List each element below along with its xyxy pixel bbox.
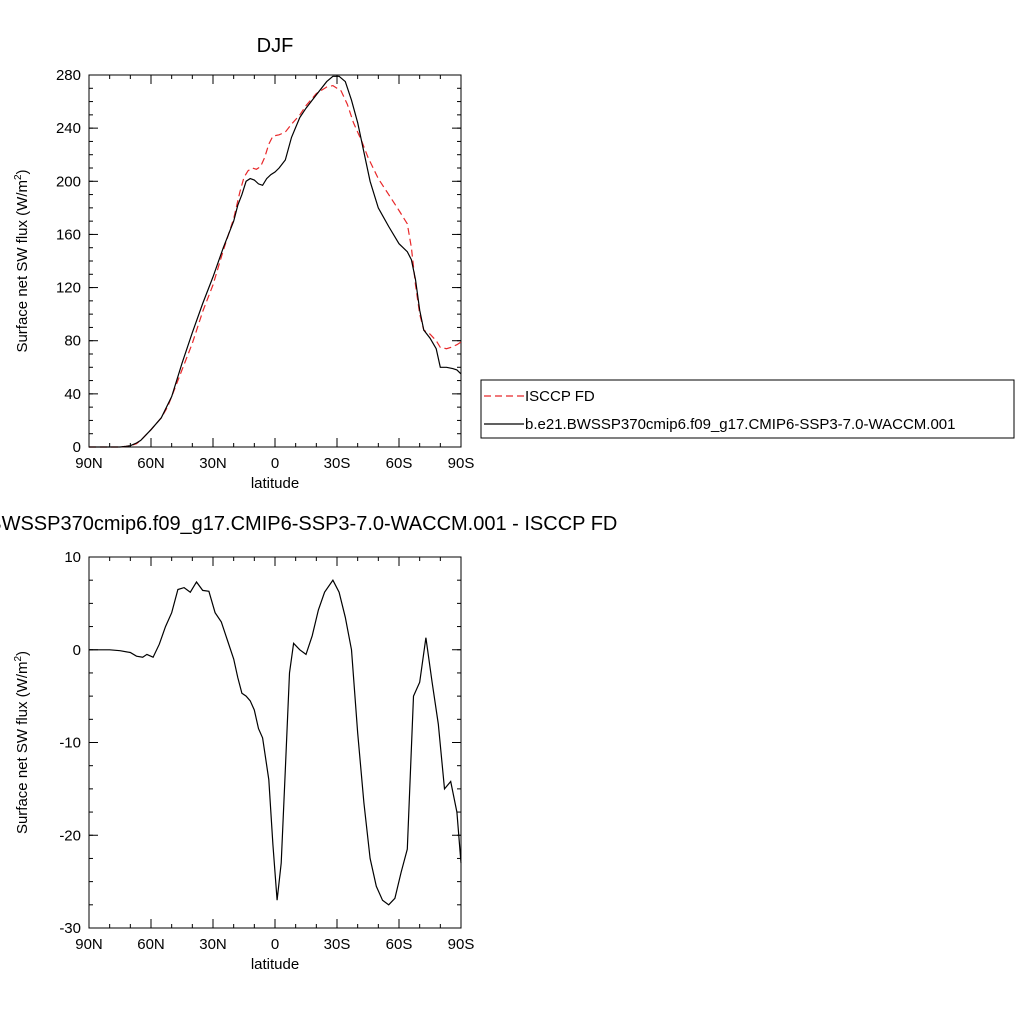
x-tick-label: 90S xyxy=(448,936,475,953)
y-tick-label: 10 xyxy=(64,549,81,566)
x-tick-label: 30N xyxy=(199,455,227,472)
plot-frame xyxy=(88,74,462,448)
y-tick-label: 120 xyxy=(56,280,81,297)
x-tick-label: 30S xyxy=(324,936,351,953)
x-tick-label: 90N xyxy=(75,936,103,953)
x-tick-label: 60S xyxy=(386,936,413,953)
x-tick-label: 60N xyxy=(137,936,165,953)
y-tick-label: 160 xyxy=(56,226,81,243)
y-tick-label: -30 xyxy=(59,920,81,937)
x-axis-label: latitude xyxy=(251,475,299,492)
x-tick-label: 0 xyxy=(271,936,279,953)
y-tick-label: 280 xyxy=(56,67,81,84)
y-tick-label: 200 xyxy=(56,173,81,190)
y-axis-label-end: ) xyxy=(14,169,31,174)
y-axis-label-sup: 2 xyxy=(13,174,24,180)
bottom-panel: b.e21.BWSSP370cmip6.f09_g17.CMIP6-SSP3-7… xyxy=(0,513,617,973)
legend-entry-1: b.e21.BWSSP370cmip6.f09_g17.CMIP6-SSP3-7… xyxy=(525,416,955,433)
x-tick-label: 30S xyxy=(324,455,351,472)
x-tick-label: 30N xyxy=(199,936,227,953)
x-tick-label: 0 xyxy=(271,455,279,472)
chart-title: DJF xyxy=(257,35,294,57)
y-axis-label: Surface net SW flux (W/m2) xyxy=(13,169,31,352)
y-axis-label-sup: 2 xyxy=(13,656,24,662)
chart-title: b.e21.BWSSP370cmip6.f09_g17.CMIP6-SSP3-7… xyxy=(0,513,617,535)
y-tick-label: 0 xyxy=(73,642,81,659)
series-line-0 xyxy=(89,579,462,906)
y-axis-label: Surface net SW flux (W/m2) xyxy=(13,651,31,834)
x-tick-label: 90N xyxy=(75,455,103,472)
series-line-0 xyxy=(89,84,462,448)
y-tick-label: 0 xyxy=(73,439,81,456)
y-tick-label: -10 xyxy=(59,735,81,752)
y-tick-label: 40 xyxy=(64,386,81,403)
y-tick-label: 80 xyxy=(64,333,81,350)
y-axis-label-main: Surface net SW flux (W/m xyxy=(14,180,31,353)
series-line-1 xyxy=(89,75,462,448)
y-tick-label: 240 xyxy=(56,120,81,137)
legend: ISCCP FD b.e21.BWSSP370cmip6.f09_g17.CMIP… xyxy=(480,379,1015,439)
legend-entry-0: ISCCP FD xyxy=(525,388,595,405)
y-axis-label-end: ) xyxy=(14,651,31,656)
legend-box xyxy=(480,379,1015,439)
y-axis-label-main: Surface net SW flux (W/m xyxy=(14,662,31,835)
top-panel: DJF 90N 60N 30N 0 30S 60S 90S 0 40 80 120 160 200 240 2… xyxy=(13,35,474,492)
y-tick-label: -20 xyxy=(59,827,81,844)
x-tick-label: 90S xyxy=(448,455,475,472)
x-tick-label: 60N xyxy=(137,455,165,472)
x-axis-label: latitude xyxy=(251,956,299,973)
x-tick-label: 60S xyxy=(386,455,413,472)
